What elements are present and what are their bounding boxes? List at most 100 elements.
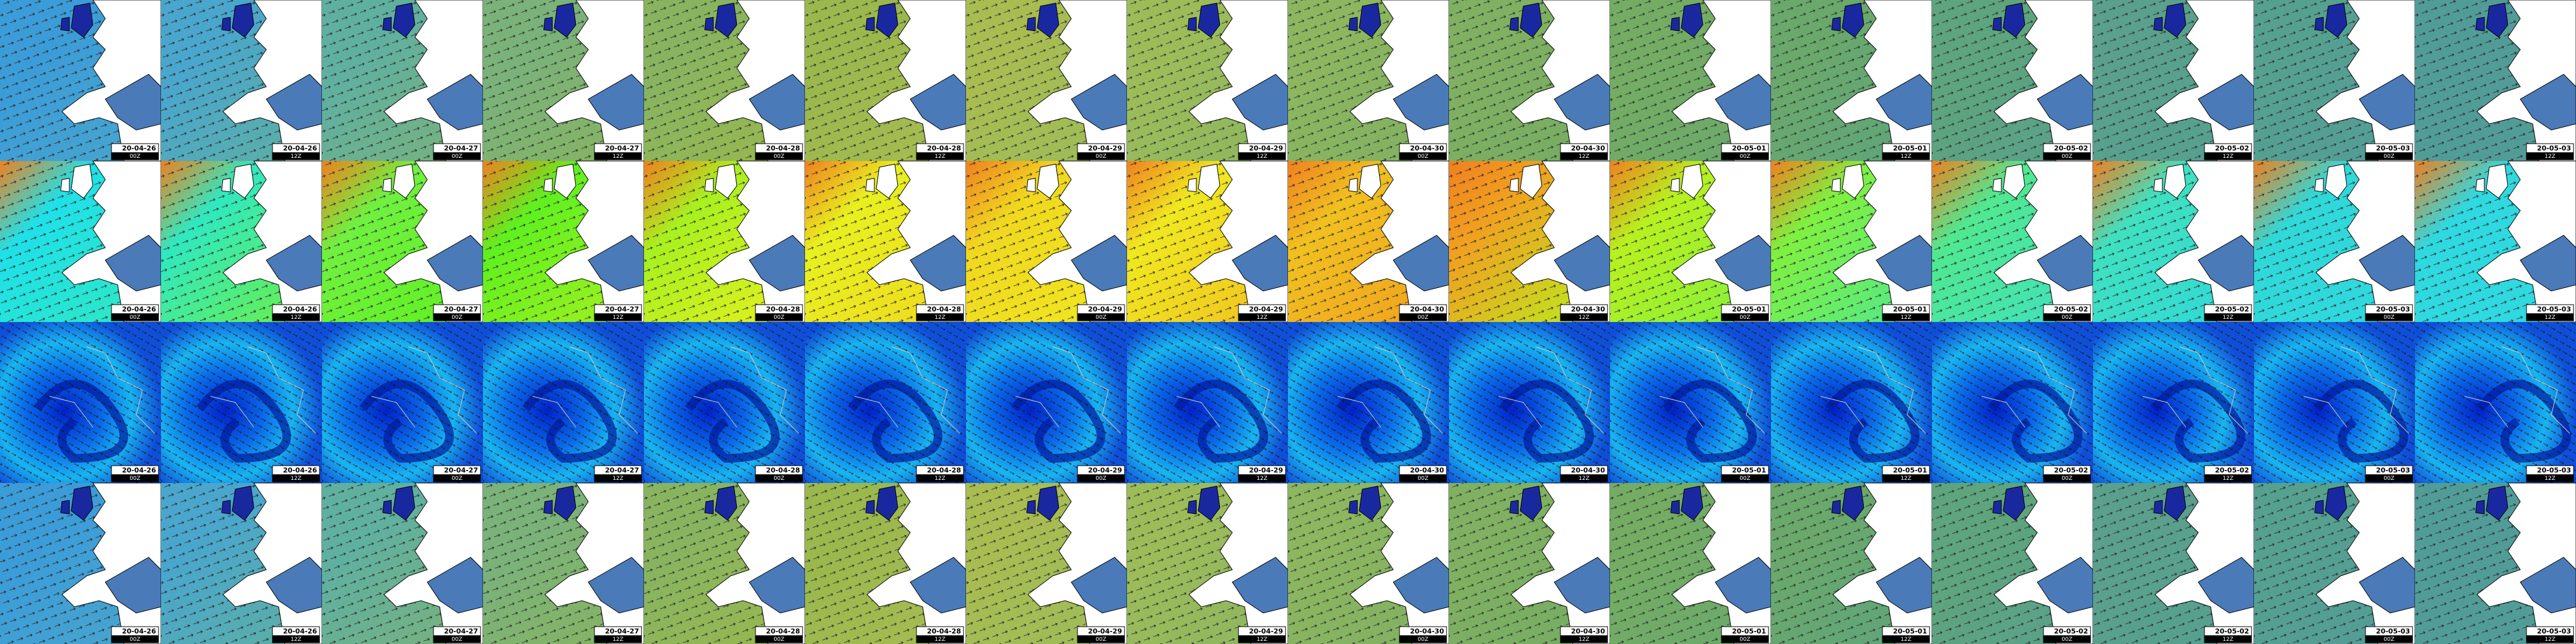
map-tile: 20-04-27 12Z [483,482,645,644]
sea [2520,74,2576,131]
wind-arrows [2415,322,2576,483]
date-label: 20-04-29 [1249,466,1283,474]
time-label: 12Z [1256,154,1268,160]
time-box [2204,635,2252,643]
time-label: 00Z [2383,315,2395,321]
time-label: 12Z [934,476,946,482]
time-label: 12Z [2544,476,2556,482]
time-box [1077,635,1125,643]
time-label: 12Z [2222,637,2234,643]
time-box [1882,152,1930,160]
time-box [1721,313,1769,321]
british-isles [1992,2,2026,38]
map-tile: 20-04-26 00Z [0,322,161,483]
map-tile: 20-05-03 00Z [2254,482,2416,644]
wind-arrows [1932,322,2093,483]
time-box [916,152,964,160]
time-label: 00Z [129,476,141,482]
time-label: 12Z [934,637,946,643]
time-box [1077,152,1125,160]
date-label: 20-05-02 [2054,627,2088,635]
date-label: 20-04-30 [1571,627,1605,635]
date-label: 20-05-03 [2537,144,2571,152]
wind-arrows [1288,322,1449,483]
map-tile: 20-04-30 00Z [1288,322,1449,483]
time-label: 12Z [612,154,624,160]
date-label: 20-05-01 [1732,627,1766,635]
time-box [111,313,159,321]
british-isles [2314,2,2348,38]
coastline [854,346,960,434]
time-label: 00Z [2061,476,2073,482]
wind-arrows [1610,322,1771,483]
time-label: 12Z [612,476,624,482]
date-label: 20-04-30 [1410,627,1444,635]
time-label: 00Z [451,315,463,321]
time-box [2365,635,2413,643]
time-label: 00Z [1095,154,1107,160]
british-isles [865,163,899,199]
date-label: 20-04-27 [605,466,639,474]
british-isles [1670,2,1704,38]
time-label: 12Z [1900,154,1912,160]
british-isles [2314,163,2348,199]
date-label: 20-04-26 [122,466,156,474]
time-box [1560,152,1608,160]
coastline [1015,346,1121,434]
map-tile: 20-04-30 12Z [1449,160,1611,323]
date-label: 20-04-26 [122,627,156,635]
time-label: 00Z [1739,154,1751,160]
time-label: 12Z [1578,315,1590,321]
coastline [1176,346,1282,434]
british-isles [221,2,255,38]
map-tile: 20-04-28 00Z [644,160,806,323]
time-box [2204,152,2252,160]
time-box [1721,635,1769,643]
time-box [1721,474,1769,482]
time-box [755,474,803,482]
time-box [2365,152,2413,160]
map-tile: 20-04-29 12Z [1127,482,1289,644]
british-isles [704,2,738,38]
date-label: 20-04-30 [1410,144,1444,152]
map-tile: 20-05-01 00Z [1610,0,1772,162]
map-tile: 20-04-26 12Z [161,322,322,483]
time-box [1238,152,1286,160]
time-label: 12Z [1900,476,1912,482]
time-box [594,635,642,643]
map-tile: 20-04-27 00Z [322,160,484,323]
map-tile: 20-05-03 00Z [2254,160,2416,323]
british-isles [382,163,416,199]
british-isles [2314,485,2348,521]
british-isles [221,485,255,521]
date-label: 20-04-26 [283,466,317,474]
time-label: 12Z [2222,476,2234,482]
date-label: 20-04-30 [1410,305,1444,313]
british-isles [2475,485,2509,521]
date-label: 20-05-02 [2215,305,2249,313]
coastline [210,346,316,434]
time-label: 12Z [612,315,624,321]
time-label: 00Z [129,637,141,643]
wind-arrows [161,322,322,483]
map-tile: 20-04-28 12Z [805,0,967,162]
map-tile: 20-04-30 00Z [1288,0,1450,162]
time-box [1882,474,1930,482]
map-tile: 20-04-28 00Z [644,0,806,162]
map-tile: 20-04-28 12Z [805,160,967,323]
map-tile: 20-05-02 00Z [1932,160,2094,323]
time-label: 12Z [1256,637,1268,643]
time-box [755,635,803,643]
map-tile: 20-04-29 12Z [1127,322,1288,483]
map-tile: 20-04-27 00Z [322,322,483,483]
time-box [111,474,159,482]
map-tile: 20-04-30 00Z [1288,160,1450,323]
date-label: 20-04-28 [927,144,961,152]
map-tile: 20-05-02 12Z [2093,0,2255,162]
time-label: 12Z [934,315,946,321]
british-isles [2475,163,2509,199]
time-label: 00Z [1095,476,1107,482]
time-box [1399,313,1447,321]
date-label: 20-04-27 [605,144,639,152]
time-box [111,152,159,160]
